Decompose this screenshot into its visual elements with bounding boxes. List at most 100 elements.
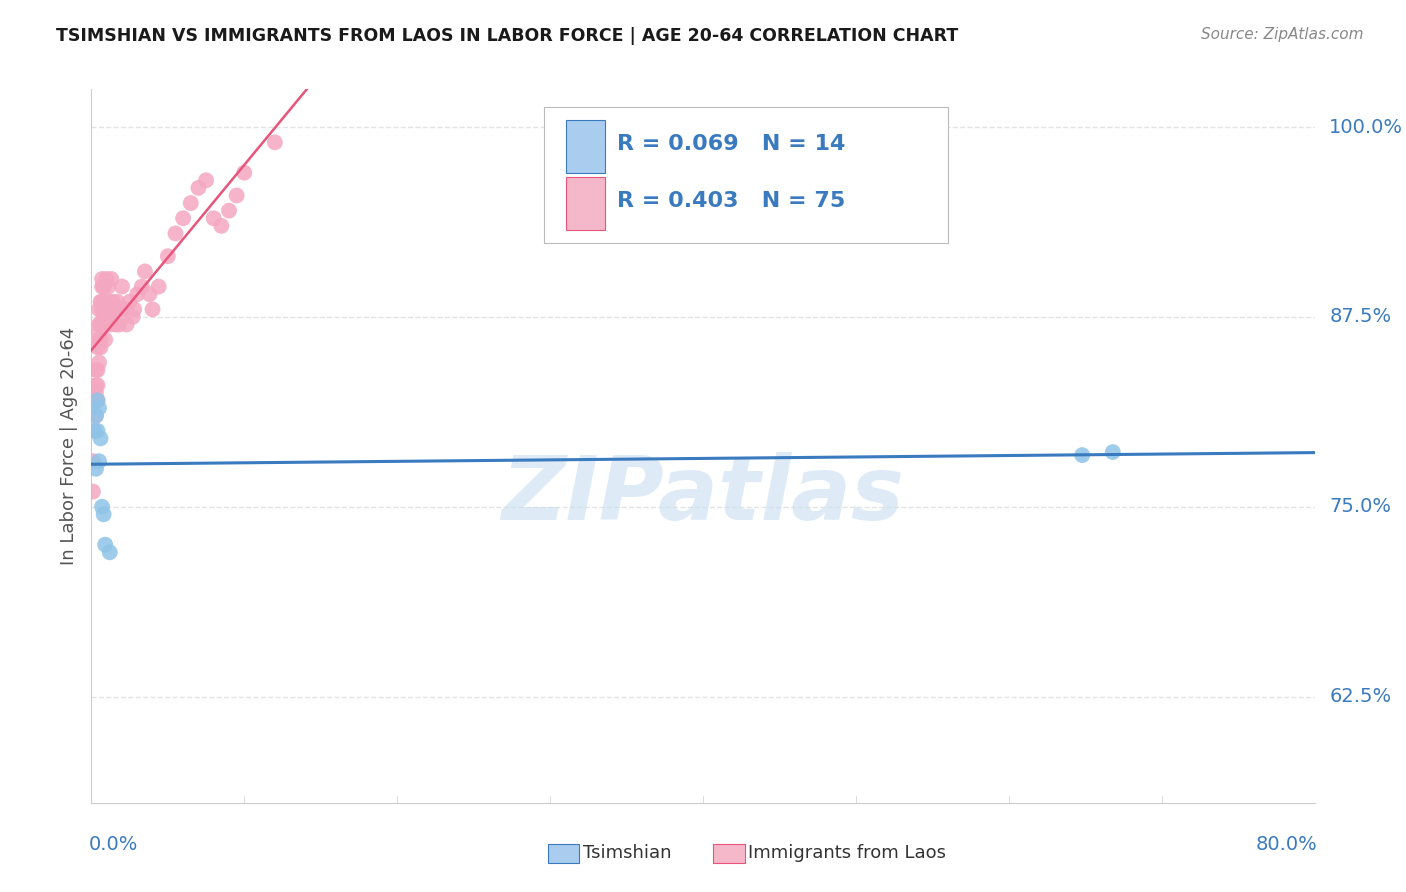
Y-axis label: In Labor Force | Age 20-64: In Labor Force | Age 20-64 (59, 326, 77, 566)
Point (84, 363, 107, 377)
Point (96, 294, 118, 309)
FancyBboxPatch shape (567, 120, 605, 173)
Point (91, 272, 114, 286)
Text: ZIPatlas: ZIPatlas (502, 452, 904, 540)
Point (148, 279, 170, 293)
Point (91, 302, 114, 317)
Point (105, 294, 128, 309)
Point (84, 409, 107, 423)
Point (82, 454, 104, 468)
Point (94, 333, 117, 347)
Point (93, 508, 115, 522)
Point (118, 294, 141, 309)
Point (84, 409, 107, 423)
FancyBboxPatch shape (544, 107, 948, 243)
Point (94, 538, 117, 552)
Point (233, 166, 256, 180)
Point (91, 279, 114, 293)
Point (86, 393, 108, 408)
Point (131, 279, 153, 293)
Point (91, 318, 114, 332)
Point (93, 279, 115, 293)
Point (218, 203, 240, 218)
Point (90, 340, 112, 354)
Point (87, 318, 110, 332)
Point (104, 318, 127, 332)
Text: Source: ZipAtlas.com: Source: ZipAtlas.com (1201, 27, 1364, 42)
Point (101, 294, 124, 309)
Point (83, 393, 105, 408)
Point (121, 310, 143, 324)
Point (110, 302, 132, 317)
Point (87, 333, 110, 347)
FancyBboxPatch shape (548, 844, 579, 863)
Point (156, 249, 179, 263)
Point (87, 355, 110, 369)
Point (87, 454, 110, 468)
Text: 75.0%: 75.0% (1329, 497, 1392, 516)
Point (90, 318, 112, 332)
Point (138, 287, 160, 301)
Text: Tsimshian: Tsimshian (583, 844, 672, 862)
Point (103, 302, 125, 317)
Point (90, 333, 112, 347)
Point (98, 545, 121, 559)
Point (84, 385, 107, 400)
Point (134, 264, 156, 278)
Point (93, 310, 115, 324)
Point (96, 302, 118, 317)
Text: R = 0.403   N = 75: R = 0.403 N = 75 (617, 191, 845, 211)
Point (108, 318, 131, 332)
FancyBboxPatch shape (567, 177, 605, 230)
Point (98, 294, 121, 309)
Point (93, 302, 115, 317)
Point (100, 310, 122, 324)
Text: 80.0%: 80.0% (1256, 835, 1317, 854)
Point (83, 424, 105, 438)
Point (187, 181, 209, 195)
Point (93, 279, 115, 293)
Text: Immigrants from Laos: Immigrants from Laos (748, 844, 946, 862)
Point (82, 484, 104, 499)
Point (96, 272, 118, 286)
Point (180, 196, 202, 211)
Point (87, 302, 110, 317)
Text: TSIMSHIAN VS IMMIGRANTS FROM LAOS IN LABOR FORCE | AGE 20-64 CORRELATION CHART: TSIMSHIAN VS IMMIGRANTS FROM LAOS IN LAB… (56, 27, 959, 45)
Point (93, 318, 115, 332)
Text: R = 0.069   N = 14: R = 0.069 N = 14 (617, 134, 846, 154)
Point (84, 378, 107, 392)
Text: 0.0%: 0.0% (89, 835, 138, 854)
Point (94, 318, 117, 332)
Point (172, 211, 194, 226)
Point (90, 318, 112, 332)
Point (127, 287, 149, 301)
Point (90, 294, 112, 309)
Text: 100.0%: 100.0% (1329, 118, 1403, 136)
Point (202, 211, 225, 226)
Point (97, 302, 120, 317)
Point (195, 173, 218, 187)
Point (114, 302, 136, 317)
Point (90, 431, 112, 445)
Point (141, 302, 163, 317)
Text: 62.5%: 62.5% (1329, 687, 1392, 706)
Point (86, 378, 108, 392)
Point (86, 340, 108, 354)
Point (86, 363, 108, 377)
Point (86, 424, 108, 438)
Point (209, 219, 232, 233)
Point (87, 325, 110, 339)
Point (225, 188, 247, 202)
FancyBboxPatch shape (713, 844, 745, 863)
Point (264, 136, 287, 150)
Point (97, 279, 120, 293)
Point (1101, 445, 1123, 459)
Point (94, 294, 117, 309)
Point (96, 318, 118, 332)
Point (122, 302, 145, 317)
Point (1071, 448, 1094, 462)
Point (84, 462, 107, 476)
Point (86, 393, 108, 408)
Point (87, 401, 110, 415)
Point (115, 318, 138, 332)
